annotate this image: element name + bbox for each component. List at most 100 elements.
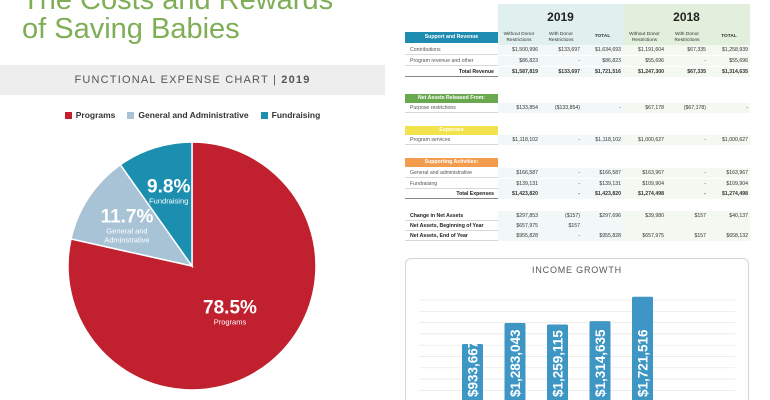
table-row-beginning: Net Assets, Beginning of Year $657,975 $15… — [405, 221, 750, 231]
income-bar-3 — [547, 324, 568, 400]
row-cell: $658,132 — [726, 233, 748, 239]
row-label: Program revenue and other — [410, 58, 474, 64]
row-cell: - — [578, 58, 580, 64]
row-shade-2018 — [623, 45, 750, 55]
row-label: Change in Net Assets — [410, 213, 464, 219]
table-row-end: Net Assets, End of Year $955,828 - $955,828… — [405, 231, 750, 241]
legend-label-programs: Programs — [75, 110, 116, 120]
row-cell: $955,828 — [599, 233, 621, 239]
row-cell: - — [578, 233, 580, 239]
row-shade-2019 — [498, 56, 623, 66]
pie-label-programs: 78.5% — [203, 297, 257, 318]
row-cell: $157 — [694, 213, 706, 219]
row-cell: - — [619, 105, 621, 111]
row-cell: $55,696 — [645, 58, 664, 64]
row-cell: $1,314,635 — [722, 69, 748, 75]
pie-label-general-admin: 11.7% — [101, 207, 154, 228]
income-growth-chart: INCOME GROWTH $933,667 $1,283,043 $1,259,11… — [419, 265, 735, 400]
expense-chart-header: FUNCTIONAL EXPENSE CHART | 2019 — [0, 65, 385, 95]
row-cell: - — [704, 58, 706, 64]
row-shade-2019 — [498, 179, 623, 189]
row-cell: $1,247,300 — [638, 69, 664, 75]
table-row-total-exp: Total Expenses $1,423,820 - $1,423,820 $1,27… — [405, 189, 750, 199]
col-header-2019-with: With Donor Restrictions — [540, 30, 582, 45]
row-cell: - — [578, 137, 580, 143]
row-shade-2019 — [498, 189, 623, 199]
row-shade-2018 — [623, 221, 750, 231]
row-cell: $955,828 — [516, 233, 538, 239]
row-cell: $1,258,939 — [722, 47, 748, 53]
legend-swatch-fundraising — [260, 111, 268, 119]
section-support-revenue: Support and Revenue — [405, 32, 498, 43]
table-row-gen-admin: General and administrative $166,587 - $166,… — [405, 168, 750, 178]
row-cell: $163,967 — [642, 170, 664, 176]
row-cell: $163,967 — [726, 170, 748, 176]
row-cell: $40,137 — [729, 213, 748, 219]
row-cell: $1,634,693 — [595, 47, 621, 53]
legend-item-programs: Programs — [64, 110, 116, 120]
pie-sublabel-general-admin: General and — [106, 227, 147, 236]
row-cell: $133,854 — [516, 105, 538, 111]
row-cell: $1,000,627 — [638, 137, 664, 143]
row-shade-2019 — [498, 211, 623, 221]
row-cell: $1,118,102 — [512, 137, 538, 143]
income-bar-4 — [589, 321, 611, 400]
col-header-2018-total: TOTAL — [708, 30, 750, 45]
row-shade-2018 — [623, 189, 750, 199]
row-shade-2019 — [498, 231, 623, 241]
row-cell: $157 — [694, 233, 706, 239]
row-shade-2019 — [498, 221, 623, 231]
row-shade-2018 — [623, 135, 750, 145]
row-cell: $55,696 — [729, 58, 748, 64]
row-cell: $297,696 — [599, 213, 621, 219]
page-title-line-2: of Saving Babies — [22, 13, 240, 45]
col-header-2018-with: With Donor Restrictions — [666, 30, 708, 45]
table-row-fundraising: Fundraising $139,131 - $139,131 $109,904 - $10… — [405, 179, 750, 189]
pie-label-fundraising: 9.8% — [147, 177, 190, 198]
legend-label-general: General and Administrative — [138, 110, 249, 120]
row-cell: ($157) — [565, 213, 580, 219]
income-bar-label-1: $933,667 — [466, 341, 481, 397]
row-cell: $657,975 — [642, 233, 664, 239]
row-cell: - — [746, 105, 748, 111]
expense-chart-header-label: FUNCTIONAL EXPENSE CHART — [74, 74, 269, 86]
income-chart-title: INCOME GROWTH — [532, 265, 622, 275]
year-header-2018: 2018 — [623, 4, 750, 30]
row-cell: $157 — [568, 223, 580, 229]
pie-slice-general-admin — [70, 163, 194, 268]
row-cell: $139,131 — [599, 181, 621, 187]
row-cell: $1,423,820 — [595, 191, 621, 197]
year-header-2019: 2019 — [498, 4, 623, 30]
pie-legend: Programs General and Administrative Fund… — [0, 110, 385, 120]
legend-swatch-general — [127, 111, 135, 119]
income-bar-label-4: $1,314,635 — [593, 329, 608, 397]
table-row-total-rev: Total Revenue $1,587,819 $133,697 $1,721,51… — [405, 67, 750, 77]
row-shade-2018 — [623, 168, 750, 178]
income-bar-2 — [504, 323, 526, 400]
row-cell: - — [578, 181, 580, 187]
row-shade-2018 — [623, 56, 750, 66]
row-label: Fundraising — [410, 181, 438, 187]
section-expenses: Expenses — [405, 126, 498, 135]
row-cell: - — [578, 191, 580, 197]
row-cell: ($67,178) — [683, 105, 706, 111]
pie-sublabel-fundraising: Fundraising — [149, 197, 188, 206]
row-label: Program services — [410, 137, 451, 143]
page-title: The Costs and Rewards of Saving Babies — [22, 0, 382, 44]
col-header-2019-total: TOTAL — [582, 30, 623, 45]
table-row-purpose: Purpose restrictions $133,854 ($133,854) - $… — [405, 103, 750, 113]
row-shade-2018 — [623, 211, 750, 221]
legend-swatch-programs — [64, 111, 72, 119]
row-cell: $1,000,627 — [722, 137, 748, 143]
section-supporting-activities: Supporting Activities: — [405, 158, 498, 167]
row-cell: - — [704, 137, 706, 143]
row-cell: $1,191,604 — [638, 47, 664, 53]
legend-label-fundraising: Fundraising — [271, 110, 321, 120]
table-row-contributions: Contributions $1,500,996 $133,697 $1,634,69… — [405, 45, 750, 55]
expense-chart-header-separator: | — [268, 74, 282, 86]
row-cell: $39,980 — [645, 213, 664, 219]
row-cell: $109,904 — [642, 181, 664, 187]
row-cell: $1,721,516 — [595, 69, 621, 75]
row-cell: $1,500,996 — [512, 47, 538, 53]
functional-expense-pie-chart: 78.5%Programs 11.7%General andAdminstrati… — [67, 141, 317, 391]
